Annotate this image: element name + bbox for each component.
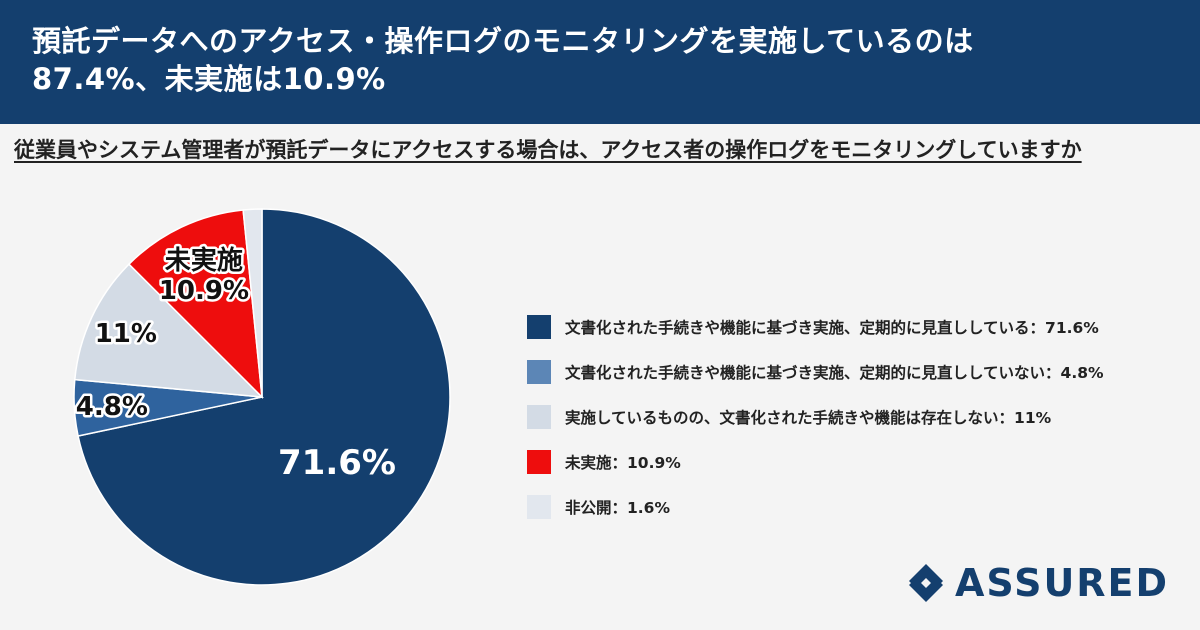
pie-slice-label-3: 11%: [95, 319, 157, 349]
legend-item-2: 文書化された手続きや機能に基づき実施、定期的に見直ししていない：4.8%: [527, 357, 1104, 387]
legend-label: 未実施：10.9%: [565, 454, 681, 472]
pie-slice-1: [77, 208, 451, 586]
legend-item-5: 非公開：1.6%: [527, 492, 1104, 522]
legend-swatch: [527, 360, 551, 384]
header-banner: 預託データへのアクセス・操作ログのモニタリングを実施しているのは 87.4%、未…: [0, 0, 1200, 124]
assured-diamond-logo-icon: [909, 564, 943, 602]
legend-swatch: [527, 450, 551, 474]
logo-wordmark: ASSURED: [955, 561, 1170, 605]
legend-label: 文書化された手続きや機能に基づき実施、定期的に見直ししている：71.6%: [565, 319, 1099, 337]
legend-swatch: [527, 315, 551, 339]
pie-slice-label-2: 4.8%: [76, 392, 148, 422]
legend-swatch: [527, 495, 551, 519]
survey-question: 従業員やシステム管理者が預託データにアクセスする場合は、アクセス者の操作ログをモ…: [14, 138, 1082, 162]
legend-label: 実施しているものの、文書化された手続きや機能は存在しない：11%: [565, 409, 1052, 427]
legend-item-1: 文書化された手続きや機能に基づき実施、定期的に見直ししている：71.6%: [527, 312, 1104, 342]
chart-legend: 文書化された手続きや機能に基づき実施、定期的に見直ししている：71.6% 文書化さ…: [527, 312, 1104, 537]
legend-swatch: [527, 405, 551, 429]
pie-slice-label-1: 71.6%: [278, 443, 396, 483]
headline-line-1: 預託データへのアクセス・操作ログのモニタリングを実施しているのは: [32, 24, 974, 58]
legend-item-4: 未実施：10.9%: [527, 447, 1104, 477]
pie-slice-3: [73, 263, 265, 398]
pie-slice-label-4: 未実施 10.9%: [159, 245, 249, 306]
pie-slice-5: [242, 208, 263, 398]
assured-logo: ASSURED: [903, 558, 1183, 608]
legend-label: 非公開：1.6%: [565, 499, 670, 517]
pie-slice-4: [127, 209, 263, 400]
legend-label: 文書化された手続きや機能に基づき実施、定期的に見直ししていない：4.8%: [565, 364, 1104, 382]
headline-line-2: 87.4%、未実施は10.9%: [32, 62, 386, 96]
legend-item-3: 実施しているものの、文書化された手続きや機能は存在しない：11%: [527, 402, 1104, 432]
